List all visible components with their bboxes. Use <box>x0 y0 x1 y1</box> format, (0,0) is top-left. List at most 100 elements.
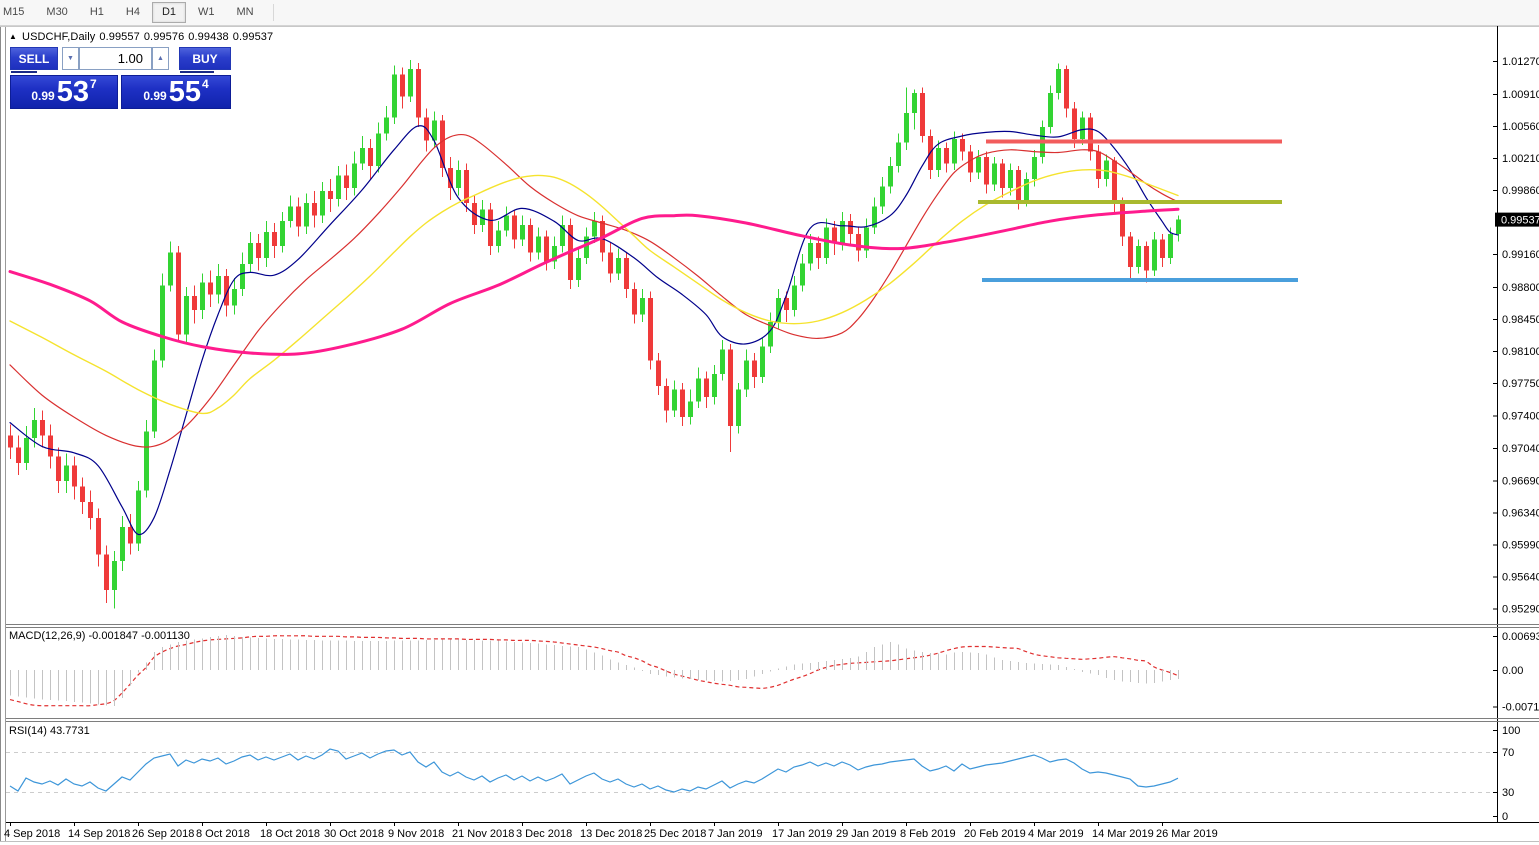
svg-text:4 Mar 2019: 4 Mar 2019 <box>1028 828 1084 840</box>
ma-medium-red <box>9 133 1179 448</box>
quote-open: 0.99557 <box>99 31 140 43</box>
svg-text:0.98450: 0.98450 <box>1502 314 1539 326</box>
svg-text:0.98800: 0.98800 <box>1502 282 1539 294</box>
window-frame <box>0 26 1539 842</box>
bid-price-sup: 7 <box>89 77 97 91</box>
bid-price-button[interactable]: 0.99 53 7 <box>10 75 118 109</box>
svg-text:-0.007138: -0.007138 <box>1502 701 1539 713</box>
svg-text:0.00: 0.00 <box>1502 665 1523 677</box>
tab-timeframe-d1[interactable]: D1 <box>151 2 186 23</box>
macd-signal-line <box>9 635 1179 707</box>
svg-text:30 Oct 2018: 30 Oct 2018 <box>324 828 384 840</box>
svg-text:25 Dec 2018: 25 Dec 2018 <box>644 828 706 840</box>
symbol-name: USDCHF,Daily <box>22 31 96 43</box>
svg-text:0.96690: 0.96690 <box>1502 475 1539 487</box>
ask-price-small: 0.99 <box>143 89 167 103</box>
quote-close: 0.99537 <box>232 31 274 43</box>
svg-text:21 Nov 2018: 21 Nov 2018 <box>452 828 514 840</box>
last-price-tag: 0.99537 <box>1495 212 1539 227</box>
ask-price-button[interactable]: 0.99 55 4 <box>121 75 231 109</box>
svg-text:1.00210: 1.00210 <box>1502 153 1539 165</box>
svg-text:0.99537: 0.99537 <box>1501 215 1539 227</box>
tab-timeframe-m15[interactable]: M15 <box>3 6 25 18</box>
bid-price-small: 0.99 <box>31 89 55 103</box>
svg-text:0.95640: 0.95640 <box>1502 571 1539 583</box>
svg-text:100: 100 <box>1502 725 1520 737</box>
macd-values: -0.001847 -0.001130 <box>88 630 190 642</box>
symbol-header: ▲ USDCHF,Daily 0.99557 0.99576 0.99438 0.9953… <box>9 31 277 43</box>
svg-text:0.98100: 0.98100 <box>1502 346 1539 358</box>
price-axis[interactable]: 1.01270 1.00910 1.00560 1.00210 0.99860 0.991… <box>1493 56 1539 615</box>
rsi-value: 43.7731 <box>49 725 90 737</box>
pane-splitter[interactable] <box>6 624 1539 628</box>
tab-timeframe-h1[interactable]: H1 <box>89 6 104 18</box>
sell-underline <box>11 71 37 73</box>
timeframe-toolbar: M15 M30 H1 H4 D1 W1 MN <box>0 0 1539 26</box>
toolbar-separator <box>272 4 274 21</box>
ask-price-big: 55 <box>168 76 201 108</box>
rsi-line <box>9 748 1179 793</box>
svg-text:8 Oct 2018: 8 Oct 2018 <box>196 828 250 840</box>
svg-text:3 Dec 2018: 3 Dec 2018 <box>516 828 572 840</box>
svg-text:20 Feb 2019: 20 Feb 2019 <box>964 828 1026 840</box>
svg-text:0.99160: 0.99160 <box>1502 249 1539 261</box>
macd-title: MACD(12,26,9) <box>9 630 86 642</box>
collapse-arrow-icon[interactable]: ▲ <box>9 32 18 41</box>
sell-button[interactable]: SELL <box>10 47 58 70</box>
svg-text:26 Sep 2018: 26 Sep 2018 <box>132 828 194 840</box>
svg-text:0.96340: 0.96340 <box>1502 507 1539 519</box>
svg-text:0.95990: 0.95990 <box>1502 539 1539 551</box>
quote-high: 0.99576 <box>143 31 185 43</box>
svg-text:0.97400: 0.97400 <box>1502 410 1539 422</box>
macd-histogram <box>10 634 1179 707</box>
ma-fast-navy <box>9 125 1179 536</box>
svg-text:0: 0 <box>1502 811 1508 823</box>
volume-input[interactable]: 1.00 <box>79 47 152 70</box>
svg-text:9 Nov 2018: 9 Nov 2018 <box>388 828 444 840</box>
ma-200-magenta <box>8 207 1180 356</box>
svg-text:7 Jan 2019: 7 Jan 2019 <box>708 828 762 840</box>
bid-price-big: 53 <box>56 76 89 108</box>
macd-pane: 0.006936 0.00 -0.007138 <box>9 631 1539 713</box>
tab-timeframe-m30[interactable]: M30 <box>46 6 68 18</box>
rsi-title: RSI(14) <box>9 725 47 737</box>
candlestick-series <box>8 60 1181 609</box>
date-axis[interactable]: 4 Sep 2018 14 Sep 2018 26 Sep 2018 8 Oct 20… <box>4 822 1218 840</box>
svg-text:26 Mar 2019: 26 Mar 2019 <box>1156 828 1218 840</box>
rsi-pane: 100 70 30 0 <box>6 725 1520 823</box>
svg-text:13 Dec 2018: 13 Dec 2018 <box>580 828 642 840</box>
buy-underline <box>180 71 214 73</box>
volume-decrease-button[interactable]: ▼ <box>62 47 79 70</box>
one-click-trade-panel: SELL ▼ 1.00 ▲ BUY 0.99 53 7 0.99 55 4 <box>10 47 231 109</box>
svg-text:14 Sep 2018: 14 Sep 2018 <box>68 828 130 840</box>
ma-slow-yellow <box>9 168 1179 415</box>
tab-timeframe-w1[interactable]: W1 <box>198 6 215 18</box>
svg-text:70: 70 <box>1502 747 1514 759</box>
rsi-pane-label: RSI(14) 43.7731 <box>9 725 90 737</box>
svg-text:0.99860: 0.99860 <box>1502 185 1539 197</box>
svg-text:0.006936: 0.006936 <box>1502 631 1539 643</box>
svg-text:0.97750: 0.97750 <box>1502 378 1539 390</box>
svg-text:18 Oct 2018: 18 Oct 2018 <box>260 828 320 840</box>
svg-text:1.01270: 1.01270 <box>1502 56 1539 68</box>
svg-text:1.00560: 1.00560 <box>1502 121 1539 133</box>
svg-text:14 Mar 2019: 14 Mar 2019 <box>1092 828 1154 840</box>
svg-text:0.95290: 0.95290 <box>1502 603 1539 615</box>
volume-increase-button[interactable]: ▲ <box>152 47 169 70</box>
svg-text:17 Jan 2019: 17 Jan 2019 <box>772 828 833 840</box>
macd-pane-label: MACD(12,26,9) -0.001847 -0.001130 <box>9 630 190 642</box>
tab-timeframe-h4[interactable]: H4 <box>125 6 140 18</box>
svg-text:4 Sep 2018: 4 Sep 2018 <box>4 828 60 840</box>
svg-text:8 Feb 2019: 8 Feb 2019 <box>900 828 956 840</box>
ask-price-sup: 4 <box>201 77 209 91</box>
svg-text:1.00910: 1.00910 <box>1502 89 1539 101</box>
svg-text:30: 30 <box>1502 787 1514 799</box>
tab-timeframe-mn[interactable]: MN <box>236 6 254 18</box>
buy-button[interactable]: BUY <box>179 47 231 70</box>
svg-text:0.97040: 0.97040 <box>1502 443 1539 455</box>
quote-low: 0.99438 <box>188 31 229 43</box>
svg-text:29 Jan 2019: 29 Jan 2019 <box>836 828 897 840</box>
pane-splitter[interactable] <box>6 718 1539 722</box>
